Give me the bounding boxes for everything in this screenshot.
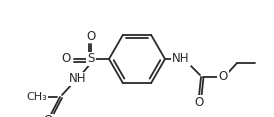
Text: NH: NH — [172, 53, 190, 66]
Text: O: O — [43, 115, 53, 117]
Text: O: O — [86, 29, 96, 42]
Text: O: O — [194, 95, 204, 108]
Text: O: O — [61, 53, 71, 66]
Text: CH₃: CH₃ — [27, 92, 47, 102]
Text: S: S — [87, 53, 95, 66]
Text: O: O — [218, 71, 228, 84]
Text: NH: NH — [69, 73, 87, 86]
